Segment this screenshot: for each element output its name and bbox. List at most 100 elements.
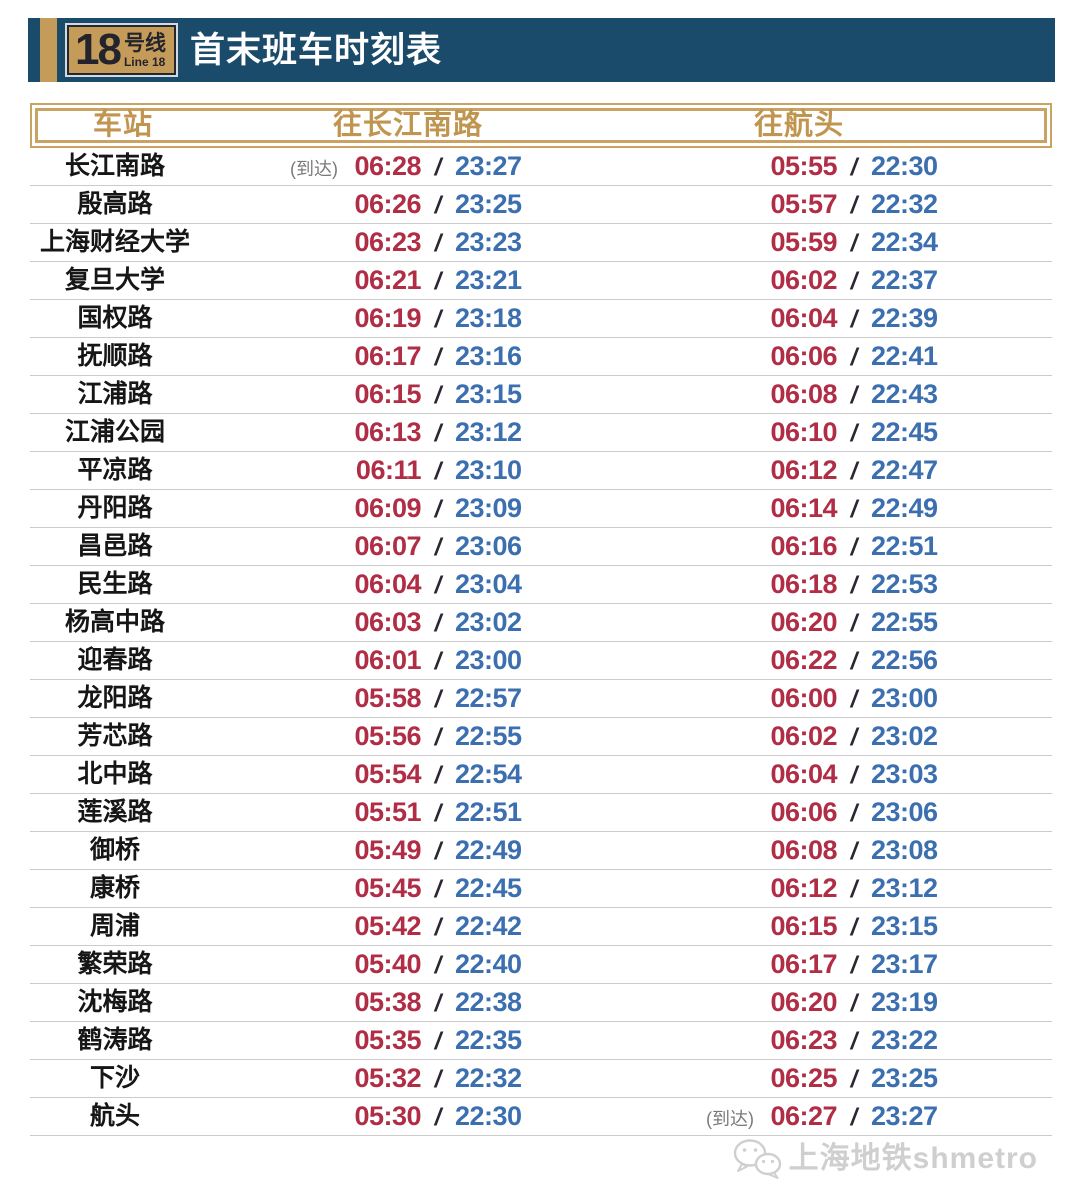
first-train-time: 06:04 xyxy=(770,759,837,789)
first-train-time: 06:09 xyxy=(354,493,421,523)
time-separator: / xyxy=(434,572,442,599)
last-train-time: 22:34 xyxy=(871,227,938,257)
cell-to-hangtou: 06:22 / 22:56 xyxy=(620,647,1052,674)
cell-to-hangtou: 06:10 / 22:45 xyxy=(620,419,1052,446)
cell-to-changjiang: 05:45 / 22:45 xyxy=(220,875,620,902)
watermark-text: 上海地铁shmetro xyxy=(788,1142,1038,1175)
station-name: 鹤涛路 xyxy=(77,1026,153,1054)
first-train-time: 05:55 xyxy=(770,151,837,181)
table-row: 龙阳路 05:58 / 22:57 06:00 / 23:00 xyxy=(30,680,1052,718)
cell-to-hangtou: 05:57 / 22:32 xyxy=(620,191,1052,218)
time-separator: / xyxy=(850,838,858,865)
last-train-time: 23:21 xyxy=(455,265,522,295)
first-train-time: 06:28 xyxy=(354,150,421,181)
time-separator: / xyxy=(850,648,858,675)
first-train-time: 06:27 xyxy=(770,1100,837,1131)
table-row: 殷高路 06:26 / 23:25 05:57 / 22:32 xyxy=(30,186,1052,224)
time-separator: / xyxy=(434,1066,442,1093)
last-train-time: 22:43 xyxy=(871,379,938,409)
station-name: 长江南路 xyxy=(64,152,165,180)
time-separator: / xyxy=(850,686,858,713)
first-train-time: 06:26 xyxy=(354,189,421,219)
last-train-time: 23:12 xyxy=(455,417,522,447)
last-train-time: 23:27 xyxy=(871,1100,938,1131)
watermark: 上海地铁shmetro xyxy=(731,1138,1038,1180)
first-train-time: 06:01 xyxy=(354,645,421,675)
cell-to-hangtou: 06:20 / 22:55 xyxy=(620,609,1052,636)
last-train-time: 22:51 xyxy=(455,797,522,827)
cell-to-hangtou: 06:08 / 22:43 xyxy=(620,381,1052,408)
first-train-time: 06:02 xyxy=(770,265,837,295)
first-train-time: 06:15 xyxy=(770,911,837,941)
first-train-time: 06:08 xyxy=(770,379,837,409)
cell-to-changjiang: 06:19 / 23:18 xyxy=(220,305,620,332)
last-train-time: 23:00 xyxy=(871,683,938,713)
first-train-time: 06:07 xyxy=(354,531,421,561)
time-separator: / xyxy=(434,952,442,979)
station-name: 江浦公园 xyxy=(64,418,165,446)
time-separator: / xyxy=(434,344,442,371)
time-separator: / xyxy=(850,610,858,637)
time-separator: / xyxy=(434,648,442,675)
station-name: 平凉路 xyxy=(77,456,153,484)
last-train-time: 23:19 xyxy=(871,987,938,1017)
station-name: 芳芯路 xyxy=(77,722,153,750)
time-separator: / xyxy=(850,458,858,485)
first-train-time: 06:16 xyxy=(770,531,837,561)
page-title: 首末班车时刻表 xyxy=(189,30,442,70)
last-train-time: 23:08 xyxy=(871,835,938,865)
first-train-time: 06:21 xyxy=(354,265,421,295)
time-separator: / xyxy=(434,990,442,1017)
station-name: 御桥 xyxy=(89,836,140,864)
time-separator: / xyxy=(434,306,442,333)
time-separator: / xyxy=(434,153,442,181)
last-train-time: 23:06 xyxy=(455,531,522,561)
first-train-time: 06:17 xyxy=(770,949,837,979)
time-separator: / xyxy=(850,154,858,181)
cell-to-changjiang: 05:30 / 22:30 xyxy=(220,1103,620,1130)
station-name: 国权路 xyxy=(77,304,153,332)
cell-to-changjiang: 06:23 / 23:23 xyxy=(220,229,620,256)
cell-to-hangtou: 06:18 / 22:53 xyxy=(620,571,1052,598)
table-row: 江浦公园 06:13 / 23:12 06:10 / 22:45 xyxy=(30,414,1052,452)
last-train-time: 23:10 xyxy=(455,455,522,485)
cell-to-hangtou: 06:12 / 23:12 xyxy=(620,875,1052,902)
last-train-time: 22:51 xyxy=(871,531,938,561)
last-train-time: 23:06 xyxy=(871,797,938,827)
time-separator: / xyxy=(434,610,442,637)
first-train-time: 05:30 xyxy=(354,1101,421,1131)
cell-to-hangtou: 05:59 / 22:34 xyxy=(620,229,1052,256)
last-train-time: 22:45 xyxy=(871,417,938,447)
timetable: 车站 往长江南路 往航头 长江南路 (到达) 06:28 / 23:27 05:55 /… xyxy=(30,103,1052,1136)
line-18-badge: 18 号线 Line 18 xyxy=(67,25,176,75)
time-separator: / xyxy=(850,800,858,827)
first-train-time: 05:40 xyxy=(354,949,421,979)
cell-to-hangtou: 06:06 / 23:06 xyxy=(620,799,1052,826)
time-separator: / xyxy=(434,420,442,447)
time-separator: / xyxy=(434,382,442,409)
last-train-time: 22:57 xyxy=(455,683,522,713)
time-separator: / xyxy=(434,724,442,751)
first-train-time: 06:14 xyxy=(770,493,837,523)
last-train-time: 22:49 xyxy=(871,493,938,523)
cell-to-hangtou: (到达) 06:27 / 23:27 xyxy=(620,1100,1052,1131)
time-separator: / xyxy=(850,1028,858,1055)
time-separator: / xyxy=(434,1104,442,1131)
cell-to-hangtou: 05:55 / 22:30 xyxy=(620,153,1052,180)
last-train-time: 23:04 xyxy=(455,569,522,599)
cell-to-hangtou: 06:23 / 23:22 xyxy=(620,1027,1052,1054)
cell-to-hangtou: 06:12 / 22:47 xyxy=(620,457,1052,484)
first-train-time: 06:25 xyxy=(770,1063,837,1093)
cell-to-changjiang: 05:40 / 22:40 xyxy=(220,951,620,978)
table-row: 复旦大学 06:21 / 23:21 06:02 / 22:37 xyxy=(30,262,1052,300)
first-train-time: 06:04 xyxy=(770,303,837,333)
last-train-time: 22:35 xyxy=(455,1025,522,1055)
last-train-time: 23:12 xyxy=(871,873,938,903)
station-name: 龙阳路 xyxy=(77,684,153,712)
time-separator: / xyxy=(434,686,442,713)
cell-to-hangtou: 06:16 / 22:51 xyxy=(620,533,1052,560)
cell-to-hangtou: 06:04 / 23:03 xyxy=(620,761,1052,788)
time-separator: / xyxy=(850,230,858,257)
cell-to-changjiang: 05:32 / 22:32 xyxy=(220,1065,620,1092)
station-name: 繁荣路 xyxy=(77,950,153,978)
